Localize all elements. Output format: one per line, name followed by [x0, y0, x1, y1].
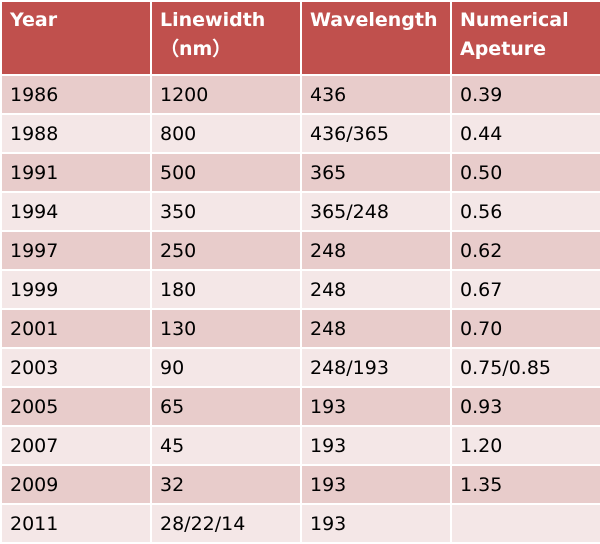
table-row: 1988 800 436/365 0.44	[0, 113, 600, 154]
cell-wavelength: 436	[300, 74, 452, 115]
cell-wavelength: 193	[300, 425, 452, 466]
cell-year: 1991	[0, 152, 152, 193]
cell-linewidth: 250	[150, 230, 302, 271]
table-row: 2007 45 193 1.20	[0, 425, 600, 466]
cell-wavelength: 365/248	[300, 191, 452, 232]
cell-year: 2005	[0, 386, 152, 427]
cell-numerical-aperture: 0.62	[450, 230, 600, 271]
cell-numerical-aperture: 0.75/0.85	[450, 347, 600, 388]
table-row: 1986 1200 436 0.39	[0, 74, 600, 115]
table-header: Year Linewidth （nm） Wavelength Numerical…	[0, 0, 600, 76]
table-row: 1994 350 365/248 0.56	[0, 191, 600, 232]
cell-year: 1994	[0, 191, 152, 232]
cell-linewidth: 180	[150, 269, 302, 310]
cell-wavelength: 193	[300, 386, 452, 427]
cell-numerical-aperture: 0.50	[450, 152, 600, 193]
cell-year: 2007	[0, 425, 152, 466]
cell-numerical-aperture: 0.93	[450, 386, 600, 427]
cell-year: 2009	[0, 464, 152, 505]
cell-wavelength: 248	[300, 269, 452, 310]
cell-numerical-aperture: 0.67	[450, 269, 600, 310]
header-linewidth: Linewidth （nm）	[150, 0, 302, 76]
header-numerical-aperture: Numerical Apeture	[450, 0, 600, 76]
header-year: Year	[0, 0, 152, 76]
cell-numerical-aperture: 0.39	[450, 74, 600, 115]
cell-numerical-aperture: 0.56	[450, 191, 600, 232]
table-row: 2001 130 248 0.70	[0, 308, 600, 349]
cell-linewidth: 65	[150, 386, 302, 427]
cell-year: 1986	[0, 74, 152, 115]
cell-numerical-aperture: 0.44	[450, 113, 600, 154]
cell-wavelength: 248	[300, 308, 452, 349]
cell-linewidth: 28/22/14	[150, 503, 302, 544]
cell-linewidth: 350	[150, 191, 302, 232]
cell-wavelength: 365	[300, 152, 452, 193]
cell-numerical-aperture: 1.20	[450, 425, 600, 466]
cell-wavelength: 436/365	[300, 113, 452, 154]
header-linewidth-text: Linewidth （nm）	[160, 9, 266, 60]
cell-numerical-aperture: 1.35	[450, 464, 600, 505]
table-row: 2005 65 193 0.93	[0, 386, 600, 427]
cell-year: 2011	[0, 503, 152, 544]
cell-numerical-aperture	[450, 503, 600, 544]
header-row: Year Linewidth （nm） Wavelength Numerical…	[0, 0, 600, 76]
header-wavelength: Wavelength	[300, 0, 452, 76]
cell-wavelength: 193	[300, 503, 452, 544]
table-row: 2011 28/22/14 193	[0, 503, 600, 544]
table-body: 1986 1200 436 0.39 1988 800 436/365 0.44 1991 500…	[0, 74, 600, 544]
table-row: 2009 32 193 1.35	[0, 464, 600, 505]
cell-linewidth: 500	[150, 152, 302, 193]
table-row: 1991 500 365 0.50	[0, 152, 600, 193]
cell-numerical-aperture: 0.70	[450, 308, 600, 349]
cell-linewidth: 130	[150, 308, 302, 349]
cell-linewidth: 90	[150, 347, 302, 388]
cell-year: 2001	[0, 308, 152, 349]
table-row: 2003 90 248/193 0.75/0.85	[0, 347, 600, 388]
cell-year: 2003	[0, 347, 152, 388]
cell-year: 1999	[0, 269, 152, 310]
cell-year: 1988	[0, 113, 152, 154]
table-row: 1997 250 248 0.62	[0, 230, 600, 271]
table-row: 1999 180 248 0.67	[0, 269, 600, 310]
cell-wavelength: 248/193	[300, 347, 452, 388]
cell-linewidth: 800	[150, 113, 302, 154]
cell-year: 1997	[0, 230, 152, 271]
cell-wavelength: 248	[300, 230, 452, 271]
header-numerical-aperture-text: Numerical Apeture	[460, 9, 569, 60]
cell-linewidth: 45	[150, 425, 302, 466]
cell-linewidth: 32	[150, 464, 302, 505]
cell-linewidth: 1200	[150, 74, 302, 115]
cell-wavelength: 193	[300, 464, 452, 505]
